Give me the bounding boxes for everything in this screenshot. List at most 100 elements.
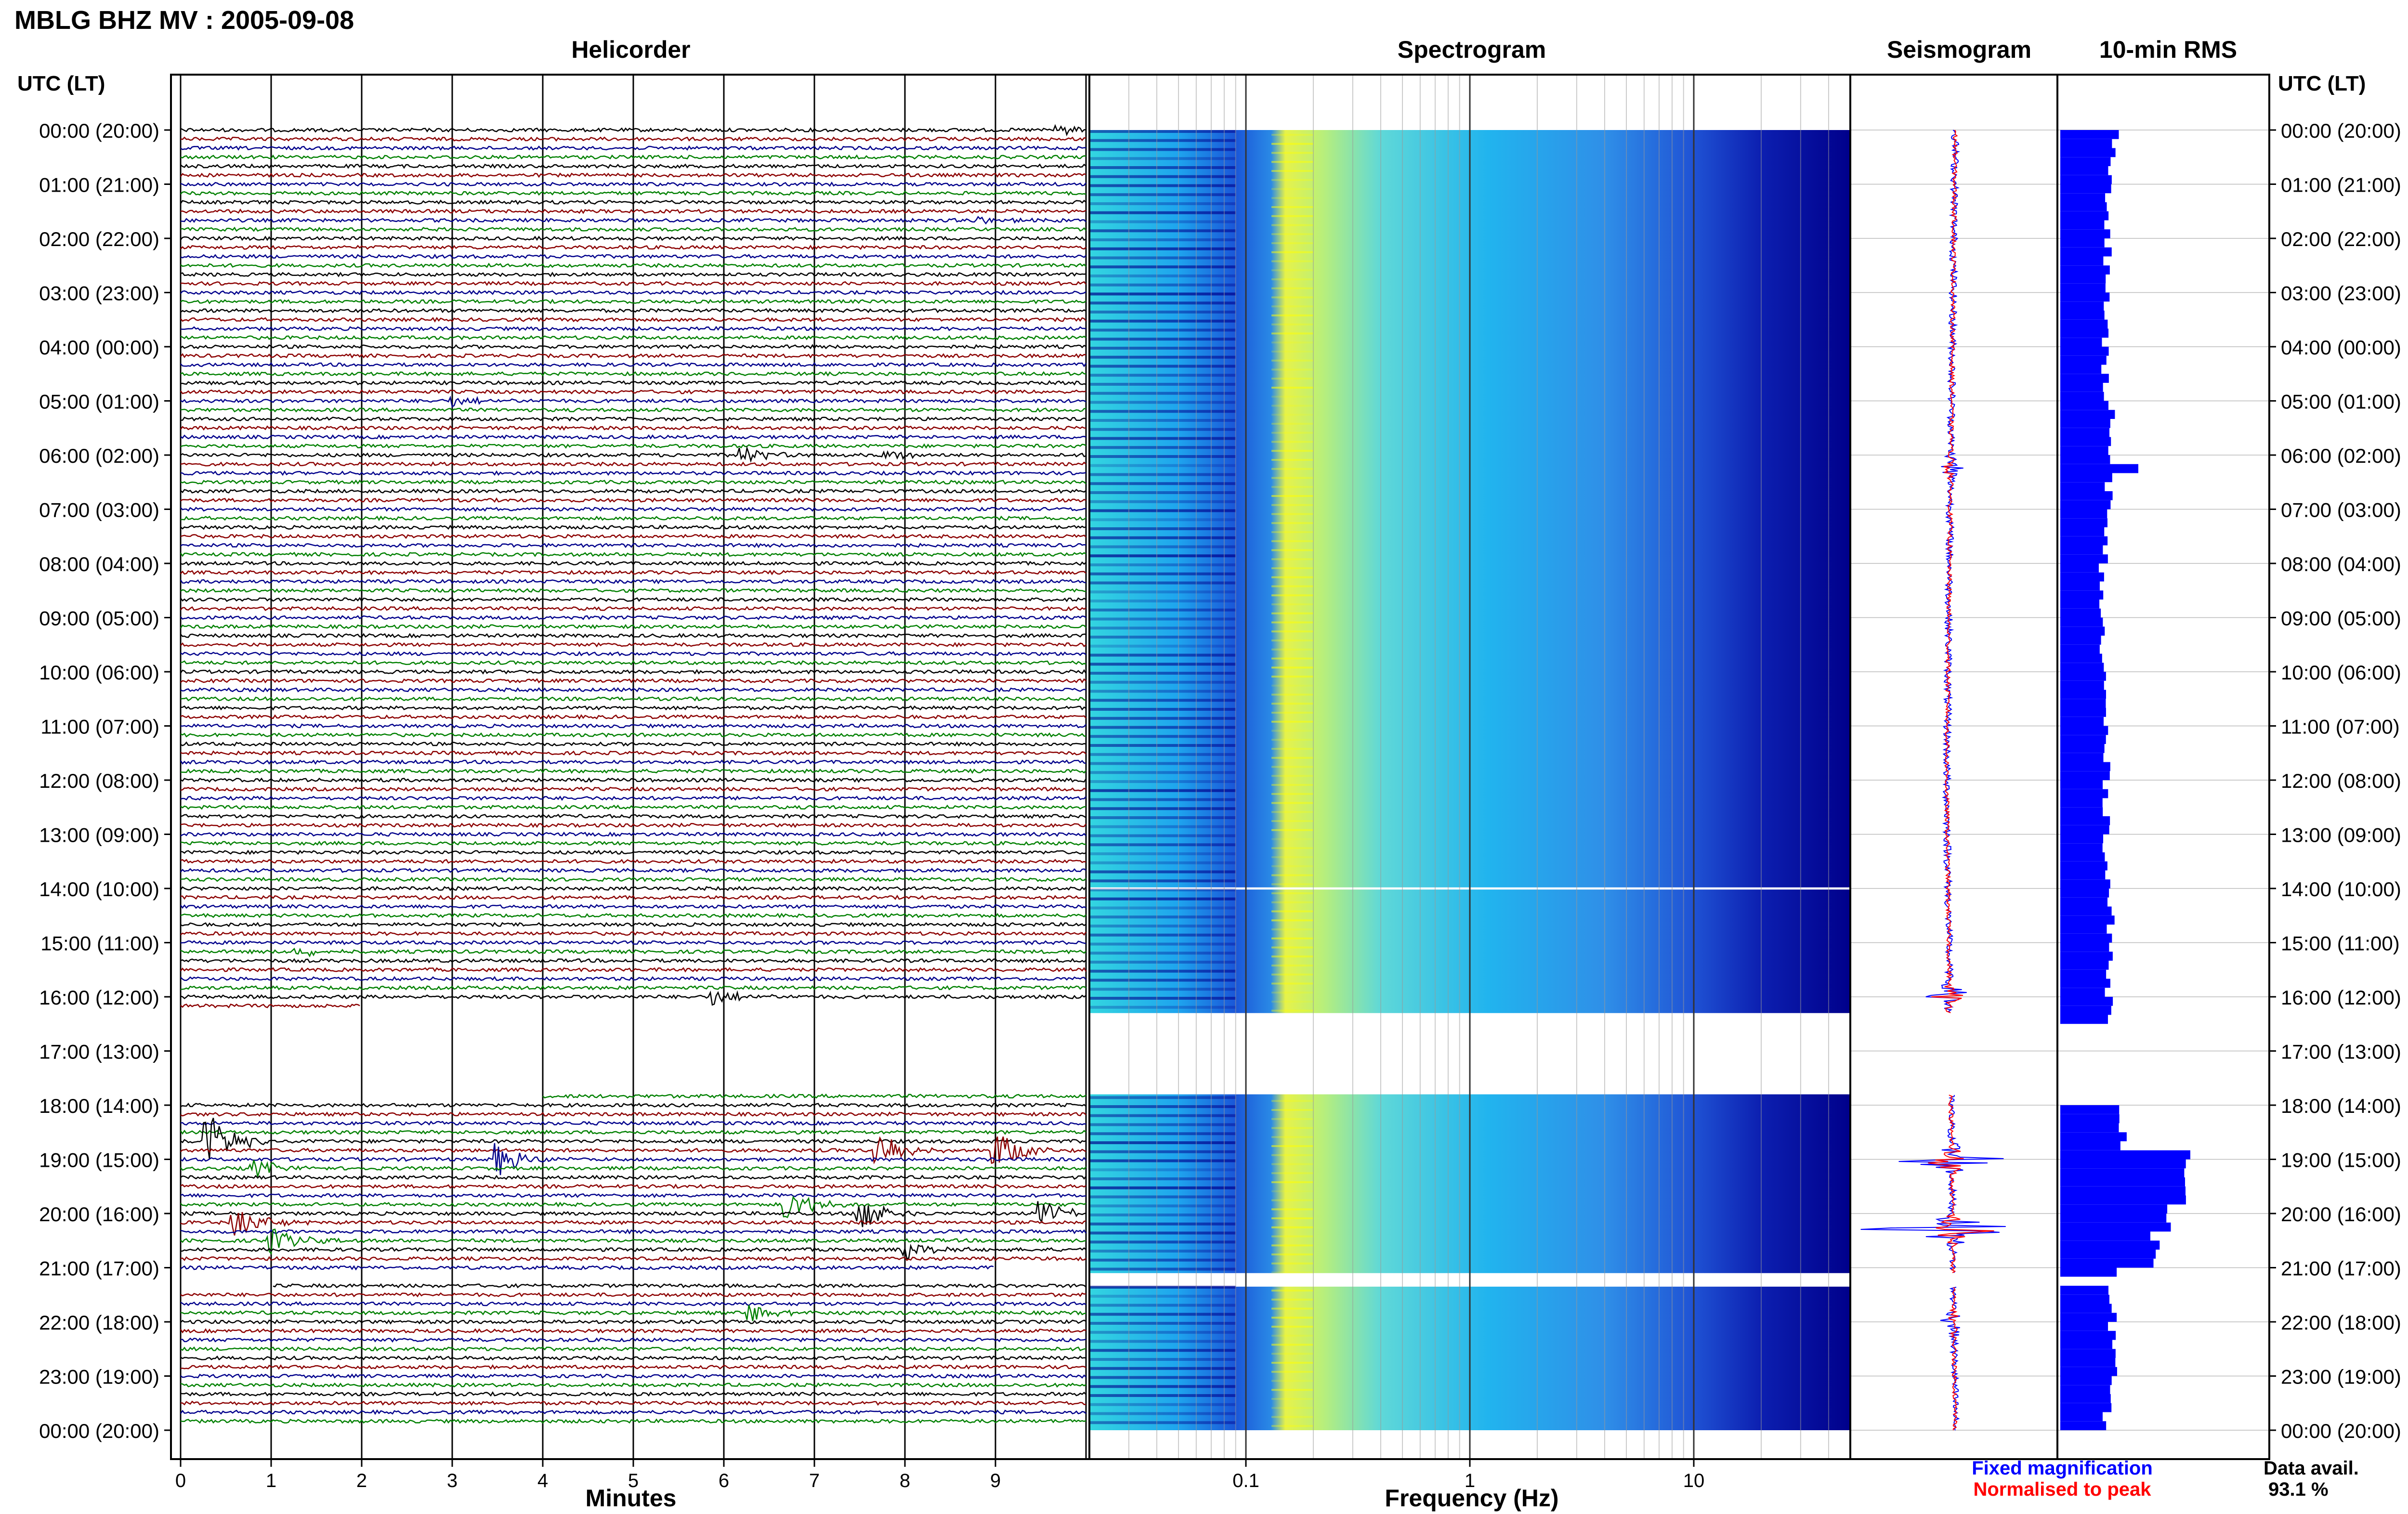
spectrogram-streak — [1271, 1344, 1313, 1346]
spectrogram-streak — [1271, 233, 1313, 235]
left-time-ticks: 00:00 (20:00) 01:00 (21:00) 02:00 (22:00) 0… — [39, 119, 171, 1442]
spectrogram-streak — [1089, 933, 1236, 937]
spectrogram-streak — [1271, 1307, 1313, 1310]
helicorder-trace — [180, 344, 1086, 350]
left-tick-label: 03:00 (23:00) — [39, 282, 159, 305]
spectrogram-streak — [1271, 1226, 1313, 1228]
rms-bar — [2060, 175, 2112, 184]
spectrogram-streak — [1271, 937, 1313, 940]
spectrogram-streak — [1271, 1208, 1313, 1211]
spectrogram-streak — [1271, 640, 1313, 641]
spectrogram-streak — [1089, 1177, 1236, 1180]
rms-bar — [2060, 319, 2108, 329]
helicorder-trace — [180, 1243, 1086, 1260]
rms-bar — [2060, 1286, 2108, 1295]
spectrogram-streak — [1089, 807, 1236, 810]
spectrogram-streak — [1089, 744, 1236, 747]
rms-bar — [2060, 1421, 2107, 1430]
spectrogram-streak — [1089, 590, 1236, 594]
helicorder-trace — [180, 967, 1087, 973]
spectrogram-streak — [1271, 242, 1313, 244]
spectrogram-streak — [1271, 431, 1313, 434]
spectrogram-streak — [1271, 973, 1313, 976]
spectrogram-streak — [1271, 739, 1313, 741]
spectrogram-streak — [1089, 997, 1236, 1000]
helicorder-trace — [180, 1328, 1086, 1334]
helicorder-trace — [180, 904, 1086, 910]
rms-bar — [2060, 446, 2108, 455]
helicorder-trace — [180, 445, 1086, 463]
seismogram-normalised-trace — [1928, 130, 1994, 1431]
left-tick-label: 06:00 (02:00) — [39, 444, 159, 467]
rms-bar — [2060, 166, 2108, 175]
spectrogram-streak — [1089, 617, 1236, 621]
rms-bar — [2060, 942, 2109, 952]
rms-bar — [2060, 482, 2105, 491]
left-tick-label: 22:00 (18:00) — [39, 1311, 159, 1334]
spectrogram-streak — [1089, 753, 1236, 756]
spectrogram-streak — [1089, 1204, 1236, 1208]
spectrogram-streak — [1089, 1240, 1236, 1244]
spectrogram-streak — [1271, 1190, 1313, 1192]
spectrogram-streak — [1089, 1331, 1236, 1334]
spectrogram-streak — [1271, 1416, 1313, 1418]
left-tick-label: 14:00 (10:00) — [39, 878, 159, 901]
spectrogram-streak — [1271, 468, 1313, 470]
rms-panel — [2057, 130, 2269, 1431]
helicorder-trace — [180, 389, 1086, 395]
rms-bar — [2060, 1267, 2117, 1277]
rms-bar — [2060, 690, 2106, 699]
helicorder-trace — [180, 534, 1086, 539]
helicorder-trace — [180, 624, 1086, 629]
spectrogram-streak — [1271, 558, 1313, 561]
spectrogram-streak — [1089, 626, 1236, 630]
right-tick-label: 08:00 (04:00) — [2281, 553, 2401, 575]
spectrogram-streak — [1089, 608, 1236, 612]
spectrogram-streak — [1089, 383, 1236, 386]
spectrogram-streak — [1271, 883, 1313, 886]
rms-bar — [2060, 969, 2107, 979]
spectrogram-streak — [1089, 1214, 1236, 1216]
spectrogram-streak — [1271, 170, 1313, 172]
rms-bar — [2060, 283, 2106, 293]
helicorder-trace — [180, 990, 1086, 1006]
rms-bar — [2060, 762, 2110, 771]
spectrogram-streak — [1089, 1322, 1236, 1325]
rms-bar — [2060, 572, 2104, 582]
spectrogram-streak — [1089, 644, 1236, 648]
spectrogram-streak — [1089, 680, 1236, 684]
spectrogram-streak — [1271, 955, 1313, 958]
helicorder-x-tick-label: 6 — [719, 1470, 729, 1491]
spectrogram-streak — [1089, 1294, 1236, 1298]
spectrogram-streak — [1089, 1304, 1236, 1307]
spectrogram-streak — [1271, 314, 1313, 316]
rms-bar — [2060, 735, 2106, 744]
spectrogram-streak — [1271, 648, 1313, 651]
spectrogram-streak — [1271, 757, 1313, 759]
rms-bar — [2060, 491, 2113, 500]
helicorder-trace — [180, 124, 1086, 137]
rms-bar — [2060, 1313, 2117, 1322]
spectrogram-streak — [1089, 1222, 1236, 1226]
spectrogram-streak — [1271, 152, 1313, 154]
helicorder-trace — [180, 741, 1086, 747]
spectrogram-streak — [1271, 1217, 1313, 1219]
spectrogram-streak — [1089, 175, 1236, 178]
spectrogram-streak — [1089, 347, 1236, 350]
helicorder-trace — [180, 235, 1086, 241]
spectrogram-streak — [1271, 459, 1313, 461]
spectrogram-streak — [1089, 1150, 1236, 1153]
spectrogram-streak — [1089, 789, 1236, 792]
spectrogram-streak — [1271, 513, 1313, 515]
helicorder-trace — [180, 858, 1086, 864]
spectrogram-streak — [1271, 1253, 1313, 1255]
helicorder-trace — [180, 542, 1086, 548]
spectrogram-streak — [1089, 1186, 1236, 1189]
helicorder-trace — [180, 1136, 1086, 1164]
spectrogram-streak — [1271, 368, 1313, 371]
helicorder-trace — [180, 1346, 1086, 1352]
right-tick-label: 01:00 (21:00) — [2281, 174, 2401, 196]
helicorder-trace — [180, 395, 1086, 408]
spectrogram-streak — [1271, 965, 1313, 966]
helicorder-trace — [180, 940, 1086, 946]
